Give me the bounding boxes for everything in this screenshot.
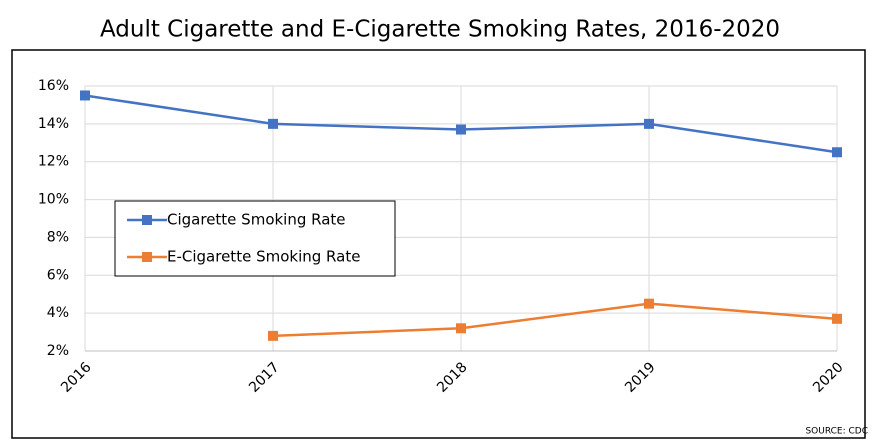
legend-label: Cigarette Smoking Rate <box>167 211 346 229</box>
x-tick-label: 2019 <box>622 359 659 396</box>
x-tick-label: 2020 <box>810 359 847 396</box>
point-marker <box>832 313 842 324</box>
y-tick-label: 4% <box>47 305 69 321</box>
x-tick-label: 2016 <box>58 359 95 396</box>
point-marker <box>268 118 278 129</box>
point-marker <box>80 90 90 101</box>
y-tick-label: 6% <box>47 267 69 283</box>
point-marker <box>832 147 842 158</box>
point-marker <box>268 330 278 341</box>
legend-marker <box>142 252 152 262</box>
point-marker <box>644 298 654 309</box>
point-marker <box>644 118 654 129</box>
point-marker <box>456 124 466 135</box>
y-tick-label: 16% <box>38 78 69 94</box>
legend-marker <box>142 215 152 225</box>
x-tick-label: 2017 <box>246 359 283 396</box>
source-note: SOURCE: CDC <box>805 427 868 437</box>
legend-label: E-Cigarette Smoking Rate <box>167 248 360 266</box>
chart-title: Adult Cigarette and E-Cigarette Smoking … <box>100 17 780 43</box>
y-tick-label: 8% <box>47 229 69 245</box>
legend-box <box>114 200 396 277</box>
y-tick-label: 2% <box>47 343 69 359</box>
series-line <box>272 302 838 338</box>
y-tick-label: 10% <box>38 192 69 208</box>
x-tick-label: 2018 <box>434 359 471 396</box>
point-marker <box>456 323 466 334</box>
chart-border <box>11 49 866 439</box>
y-tick-label: 14% <box>38 116 69 132</box>
y-tick-label: 12% <box>38 154 69 170</box>
